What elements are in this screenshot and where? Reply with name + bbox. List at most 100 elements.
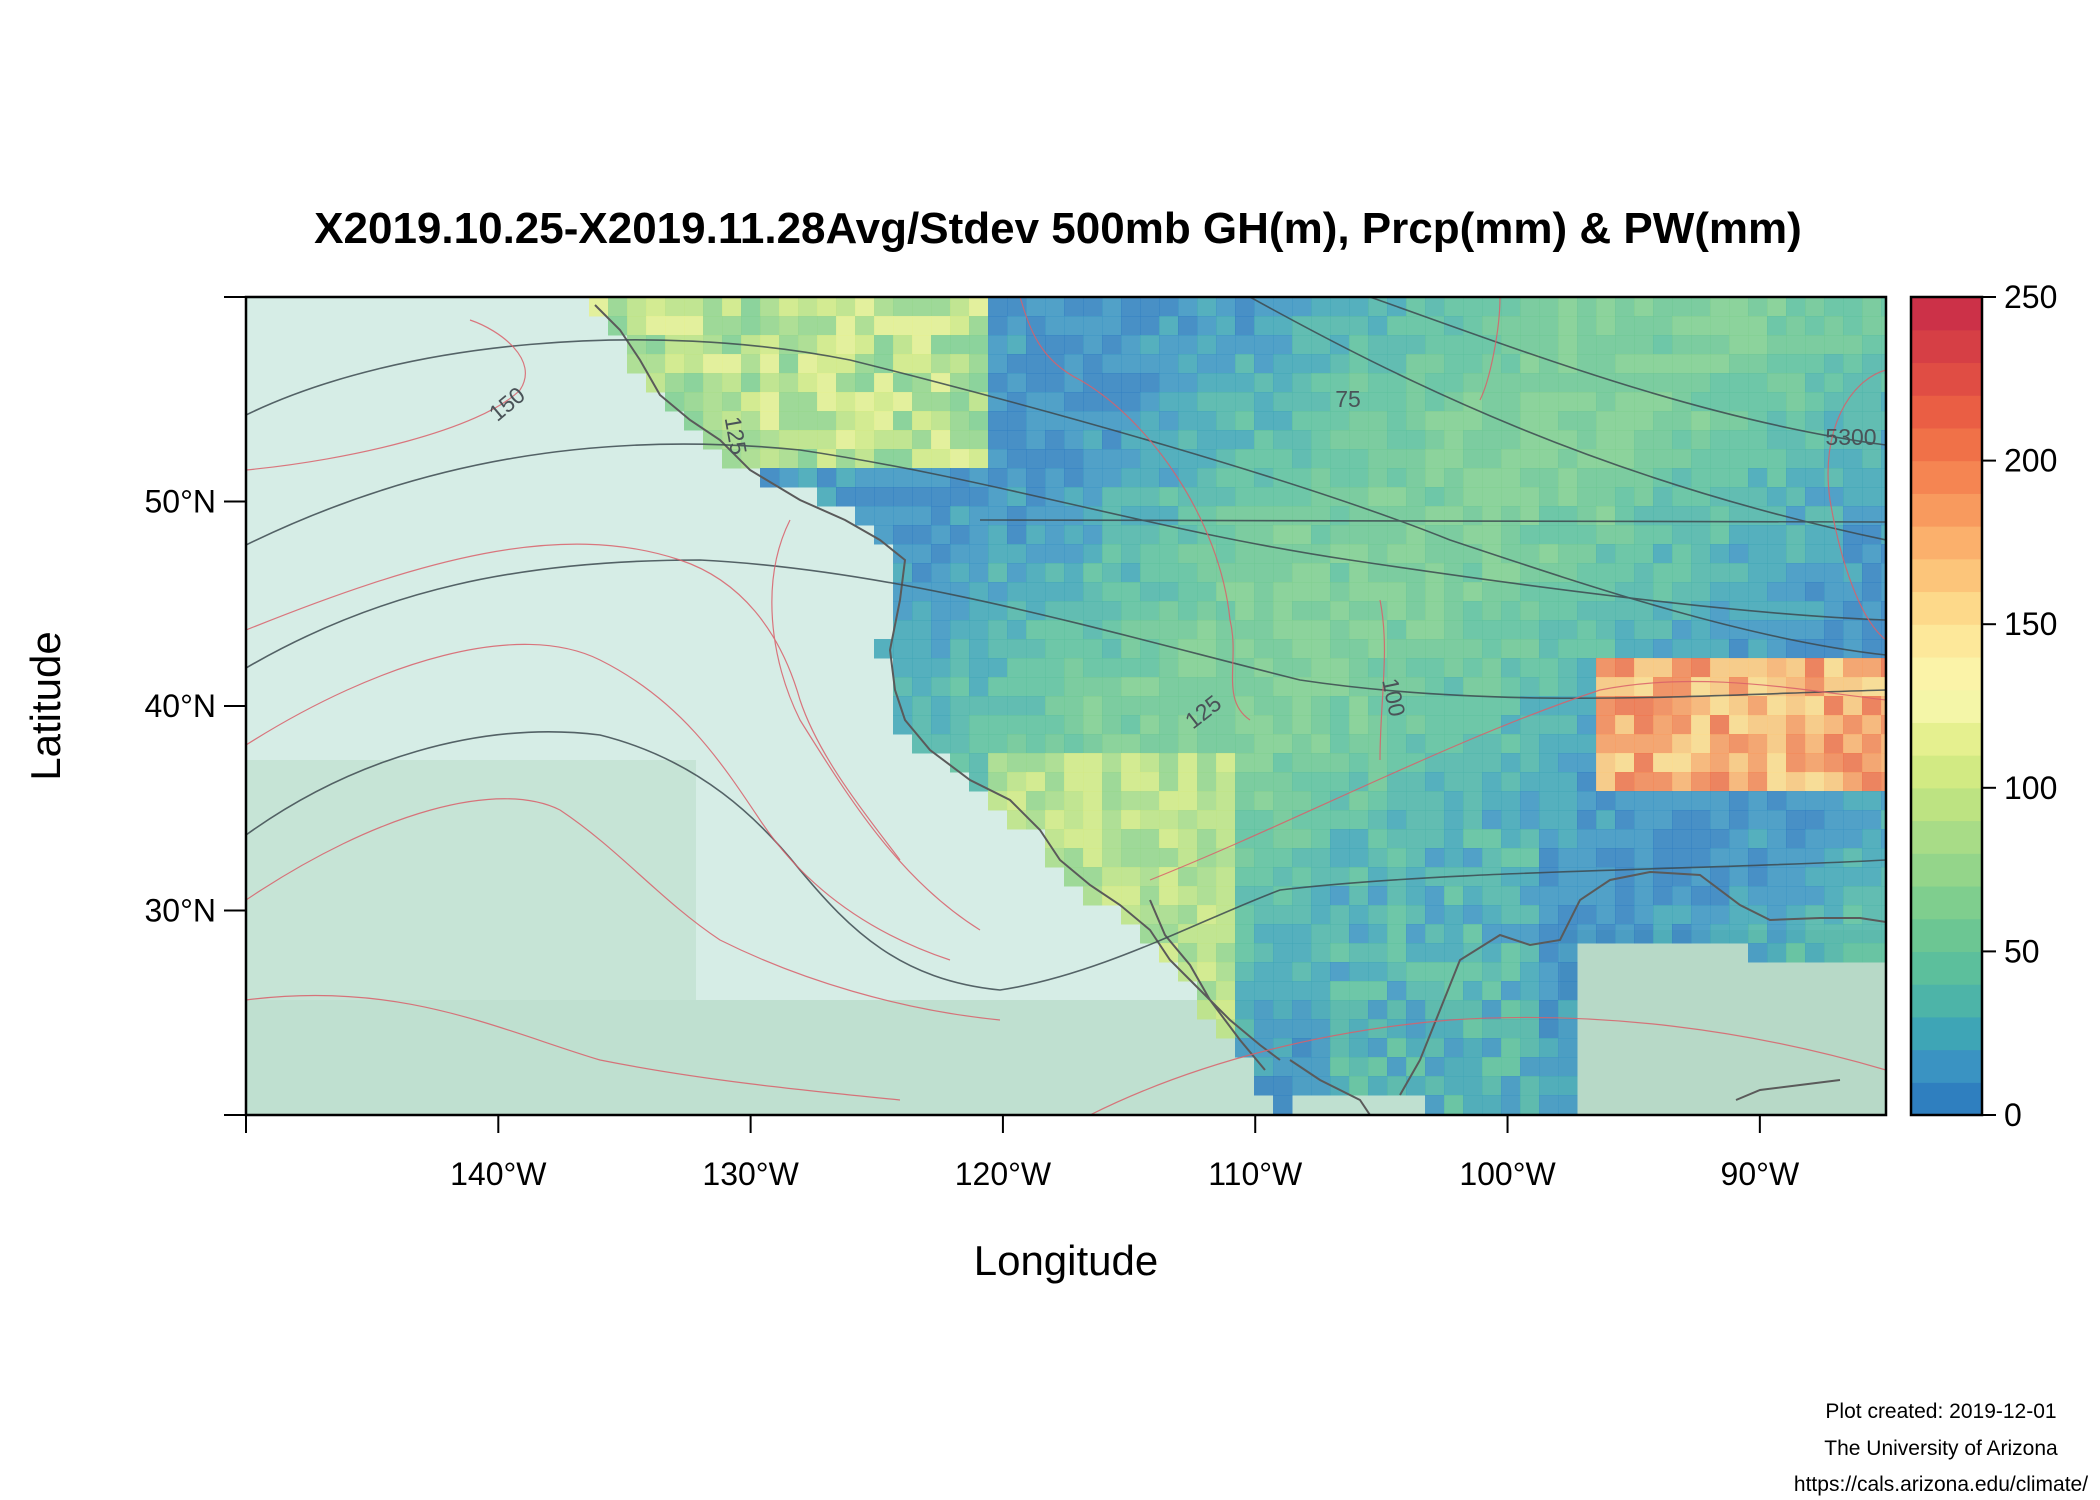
precip-cell — [1767, 316, 1787, 336]
precip-cell — [969, 449, 989, 469]
precip-cell — [1786, 658, 1806, 678]
precip-cell — [1254, 981, 1274, 1001]
precip-cell — [1444, 335, 1464, 355]
precip-cell — [1140, 715, 1160, 735]
precip-cell — [1786, 601, 1806, 621]
precip-cell — [1482, 582, 1502, 602]
precip-cell — [1653, 449, 1673, 469]
precip-cell — [1672, 563, 1692, 583]
precip-cell — [1140, 487, 1160, 507]
precip-cell — [1159, 468, 1179, 488]
precip-cell — [1539, 981, 1559, 1001]
precip-cell — [988, 411, 1008, 431]
precip-cell — [1311, 582, 1331, 602]
precip-cell — [1349, 1038, 1369, 1058]
precip-cell — [1501, 810, 1521, 830]
precip-cell — [1349, 525, 1369, 545]
precip-cell — [1330, 924, 1350, 944]
precip-cell — [1444, 886, 1464, 906]
precip-cell — [1349, 297, 1369, 317]
precip-cell — [1102, 487, 1122, 507]
precip-cell — [1387, 1038, 1407, 1058]
precip-cell — [1064, 373, 1084, 393]
precip-cell — [779, 316, 799, 336]
precip-cell — [1710, 639, 1730, 659]
precip-cell — [874, 430, 894, 450]
precip-cell — [1026, 696, 1046, 716]
precip-cell — [893, 373, 913, 393]
precip-cell — [1862, 525, 1882, 545]
precip-cell — [1292, 753, 1312, 773]
precip-cell — [1425, 1000, 1445, 1020]
precip-cell — [1425, 1114, 1445, 1115]
precip-cell — [1520, 354, 1540, 374]
precip-cell — [1577, 810, 1597, 830]
precip-cell — [1501, 981, 1521, 1001]
precip-cell — [1596, 772, 1616, 792]
precip-cell — [893, 335, 913, 355]
precip-cell — [1254, 905, 1274, 925]
precip-cell — [1083, 449, 1103, 469]
colorbar-swatch — [1911, 918, 1982, 952]
precip-cell — [836, 468, 856, 488]
precip-cell — [1729, 335, 1749, 355]
precip-cell — [1254, 639, 1274, 659]
precip-cell — [1805, 620, 1825, 640]
precip-cell — [1292, 449, 1312, 469]
precip-cell — [1007, 468, 1027, 488]
precip-cell — [1577, 354, 1597, 374]
precip-cell — [1178, 867, 1198, 887]
precip-cell — [1767, 734, 1787, 754]
precip-cell — [1197, 487, 1217, 507]
precip-cell — [1254, 620, 1274, 640]
precip-cell — [1102, 601, 1122, 621]
precip-cell — [1216, 354, 1236, 374]
precip-cell — [969, 715, 989, 735]
precip-cell — [1805, 772, 1825, 792]
precip-cell — [893, 582, 913, 602]
precip-cell — [1615, 772, 1635, 792]
precip-cell — [1311, 354, 1331, 374]
precip-cell — [1729, 601, 1749, 621]
precip-cell — [1102, 563, 1122, 583]
precip-cell — [1615, 525, 1635, 545]
precip-cell — [1672, 449, 1692, 469]
precip-cell — [1482, 430, 1502, 450]
precip-cell — [1159, 677, 1179, 697]
precip-cell — [1349, 430, 1369, 450]
precip-cell — [1387, 468, 1407, 488]
precip-cell — [1387, 639, 1407, 659]
precip-cell — [969, 639, 989, 659]
precip-cell — [1710, 753, 1730, 773]
precip-cell — [1786, 525, 1806, 545]
precip-cell — [1197, 962, 1217, 982]
precip-cell — [1539, 715, 1559, 735]
precip-cell — [1311, 810, 1331, 830]
precip-cell — [1501, 715, 1521, 735]
precip-cell — [779, 449, 799, 469]
precip-cell — [1786, 677, 1806, 697]
precip-cell — [1406, 981, 1426, 1001]
precip-cell — [1121, 544, 1141, 564]
precip-cell — [1653, 677, 1673, 697]
precip-cell — [1729, 829, 1749, 849]
precip-cell — [1425, 620, 1445, 640]
precip-cell — [1558, 411, 1578, 431]
precip-cell — [1482, 772, 1502, 792]
precip-cell — [855, 487, 875, 507]
precip-cell — [1178, 487, 1198, 507]
precip-cell — [1368, 1076, 1388, 1096]
precip-cell — [1729, 734, 1749, 754]
precip-cell — [1501, 487, 1521, 507]
colorbar-tick-label: 200 — [2004, 443, 2057, 479]
precip-cell — [1520, 867, 1540, 887]
precip-cell — [1501, 924, 1521, 944]
precip-cell — [779, 335, 799, 355]
precip-cell — [1653, 316, 1673, 336]
precip-cell — [1311, 867, 1331, 887]
precip-cell — [1273, 1095, 1293, 1115]
precip-cell — [1140, 829, 1160, 849]
precip-cell — [1710, 867, 1730, 887]
precip-cell — [1178, 962, 1198, 982]
precip-cell — [1805, 335, 1825, 355]
